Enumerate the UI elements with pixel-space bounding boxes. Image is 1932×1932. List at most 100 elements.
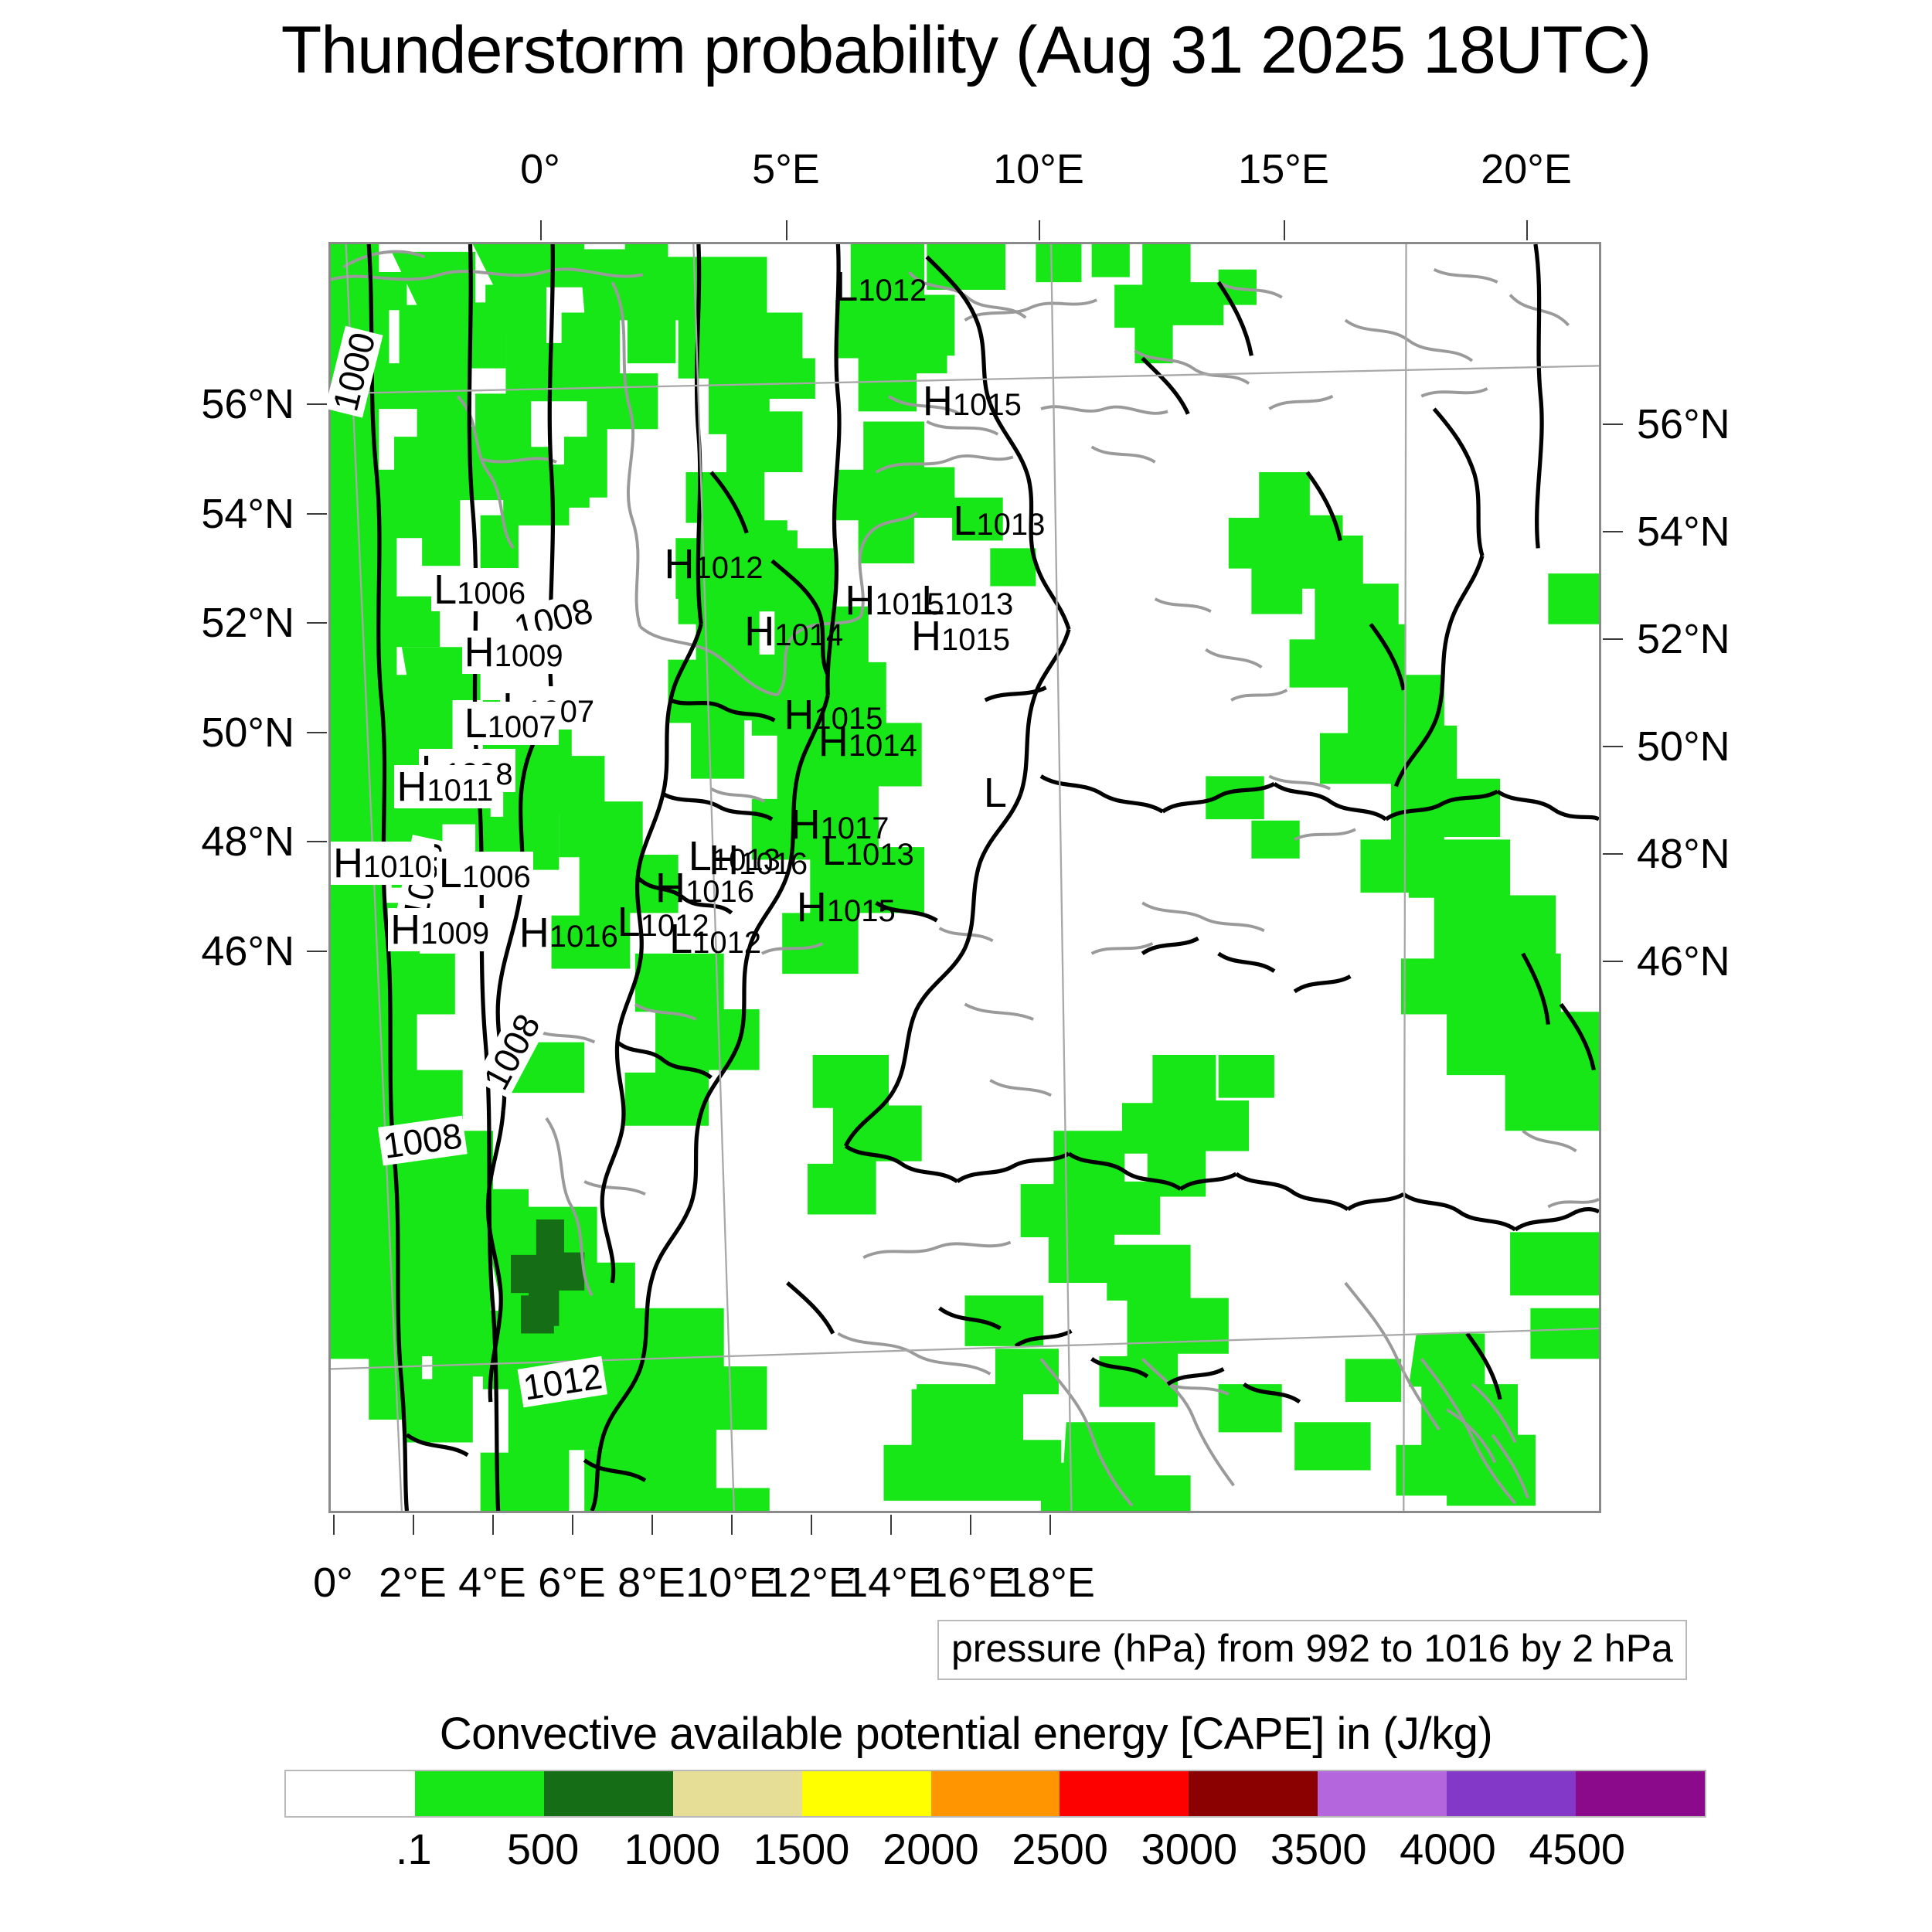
axis-label-top: 10°E <box>993 146 1084 192</box>
pressure-center-label: H1014 <box>744 611 843 652</box>
pressure-center-label: L1006 <box>436 852 533 896</box>
map-plot-area[interactable]: 100010081008100810081012 L1012H1015L1013… <box>325 242 1601 1513</box>
axis-tick-bottom <box>1049 1515 1051 1535</box>
pressure-center-type: H <box>790 801 821 848</box>
cape-colorbar[interactable] <box>284 1770 1706 1818</box>
axis-tick-bottom <box>970 1515 971 1535</box>
pressure-center-label: H1009 <box>388 906 492 953</box>
axis-label-bottom: 0° <box>313 1560 353 1606</box>
axis-tick-bottom <box>651 1515 653 1535</box>
colorbar-caption: Convective available potential energy [C… <box>439 1709 1493 1759</box>
colorbar-swatch-5[interactable] <box>930 1771 1060 1816</box>
axis-tick-bottom <box>572 1515 573 1535</box>
axis-label-bottom: 6°E <box>538 1560 606 1606</box>
axis-label-bottom: 16°E <box>924 1560 1015 1606</box>
pressure-center-type: L <box>921 577 945 624</box>
axis-label-bottom: 12°E <box>765 1560 856 1606</box>
pressure-center-label: H1014 <box>818 721 917 763</box>
pressure-center-label: H1015 <box>845 580 944 621</box>
axis-label-right: 48°N <box>1637 831 1730 877</box>
pressure-center-label: H1016 <box>655 867 754 909</box>
pressure-center-value: 1009 <box>420 916 490 951</box>
axis-tick-right <box>1603 746 1623 747</box>
pressure-center-value: 1011 <box>427 774 494 808</box>
pressure-center-type: H <box>845 577 876 624</box>
pressure-center-value: 1006 <box>461 860 531 895</box>
axis-tick-right <box>1603 961 1623 962</box>
cape-shading-high-layer <box>511 1219 585 1334</box>
axis-label-left: 50°N <box>201 709 294 756</box>
pressure-center-label: H1009 <box>461 631 566 675</box>
colorbar-swatch-7[interactable] <box>1189 1771 1318 1816</box>
pressure-center-label: H1015 <box>911 615 1010 657</box>
pressure-center-type: L <box>464 700 488 747</box>
colorbar-tick-label: 500 <box>506 1825 580 1873</box>
axis-tick-right <box>1603 531 1623 532</box>
colorbar-tick-label: .1 <box>395 1825 432 1873</box>
axis-tick-left <box>307 513 327 515</box>
pressure-center-label: L1007 <box>461 700 559 747</box>
axis-tick-top <box>1526 220 1528 240</box>
pressure-center-label: L1012 <box>669 918 761 960</box>
axis-label-right: 46°N <box>1637 938 1730 985</box>
pressure-center-value: 1014 <box>774 617 844 652</box>
colorbar-swatch-9[interactable] <box>1447 1771 1577 1816</box>
colorbar-swatch-6[interactable] <box>1060 1771 1189 1816</box>
axis-label-bottom: 8°E <box>617 1560 685 1606</box>
pressure-center-value: 1016 <box>685 875 754 910</box>
axis-tick-left <box>307 622 327 624</box>
pressure-center-type: H <box>709 836 740 883</box>
pressure-center-value: 1016 <box>549 919 618 954</box>
pressure-center-label: H1015 <box>784 694 883 736</box>
axis-tick-left <box>307 732 327 733</box>
axis-tick-bottom <box>413 1515 414 1535</box>
axis-label-left: 52°N <box>201 600 294 646</box>
pressure-center-value: 1007 <box>487 710 556 745</box>
colorbar-swatch-10[interactable] <box>1576 1771 1705 1816</box>
pressure-center-type: L <box>953 497 977 544</box>
axis-tick-left <box>307 841 327 842</box>
pressure-center-label: L1013 <box>689 835 781 877</box>
pressure-center-type: H <box>655 865 685 912</box>
pressure-center-type: L <box>434 566 457 614</box>
colorbar-swatch-1[interactable] <box>414 1771 544 1816</box>
pressure-center-type: L <box>835 263 859 310</box>
pressure-center-value: 1013 <box>944 587 1014 622</box>
axis-tick-top <box>1039 220 1040 240</box>
axis-tick-top <box>1284 220 1285 240</box>
pressure-center-type: H <box>519 909 549 956</box>
axis-tick-right <box>1603 853 1623 855</box>
colorbar-tick-label: 4000 <box>1400 1825 1496 1873</box>
colorbar-tick-label: 4500 <box>1529 1825 1626 1873</box>
axis-label-top: 15°E <box>1238 146 1329 192</box>
axis-tick-bottom <box>811 1515 812 1535</box>
pressure-center-type: L <box>821 828 845 875</box>
colorbar-swatch-3[interactable] <box>672 1771 802 1816</box>
pressure-center-value: 1015 <box>941 623 1011 658</box>
pressure-center-value: 1012 <box>858 273 927 308</box>
page-title: Thunderstorm probability (Aug 31 2025 18… <box>281 13 1651 87</box>
pressure-center-type: H <box>390 906 421 953</box>
pressure-center-label: L1012 <box>617 901 709 943</box>
pressure-center-value: 1015 <box>875 587 944 622</box>
colorbar-swatch-2[interactable] <box>543 1771 673 1816</box>
axis-tick-right <box>1603 423 1623 425</box>
pressure-center-value: 1012 <box>692 925 762 960</box>
axis-label-bottom: 2°E <box>379 1560 447 1606</box>
pressure-center-type: H <box>784 692 815 739</box>
colorbar-swatch-0[interactable] <box>286 1771 415 1816</box>
pressure-center-value: 1009 <box>494 639 563 674</box>
pressure-center-label: H1017 <box>791 804 889 845</box>
colorbar-tick-label: 1500 <box>753 1825 850 1873</box>
pressure-center-label: H1016 <box>519 912 618 954</box>
colorbar-swatch-4[interactable] <box>801 1771 931 1816</box>
pressure-center-type: H <box>911 613 942 660</box>
axis-label-top: 20°E <box>1481 146 1572 192</box>
colorbar-swatch-8[interactable] <box>1318 1771 1447 1816</box>
axis-label-left: 54°N <box>201 491 294 537</box>
axis-label-left: 56°N <box>201 381 294 427</box>
pressure-center-label: H1010 <box>331 842 434 886</box>
axis-tick-bottom <box>492 1515 494 1535</box>
axis-label-bottom: 18°E <box>1004 1560 1095 1606</box>
colorbar-tick-label: 3500 <box>1270 1825 1367 1873</box>
